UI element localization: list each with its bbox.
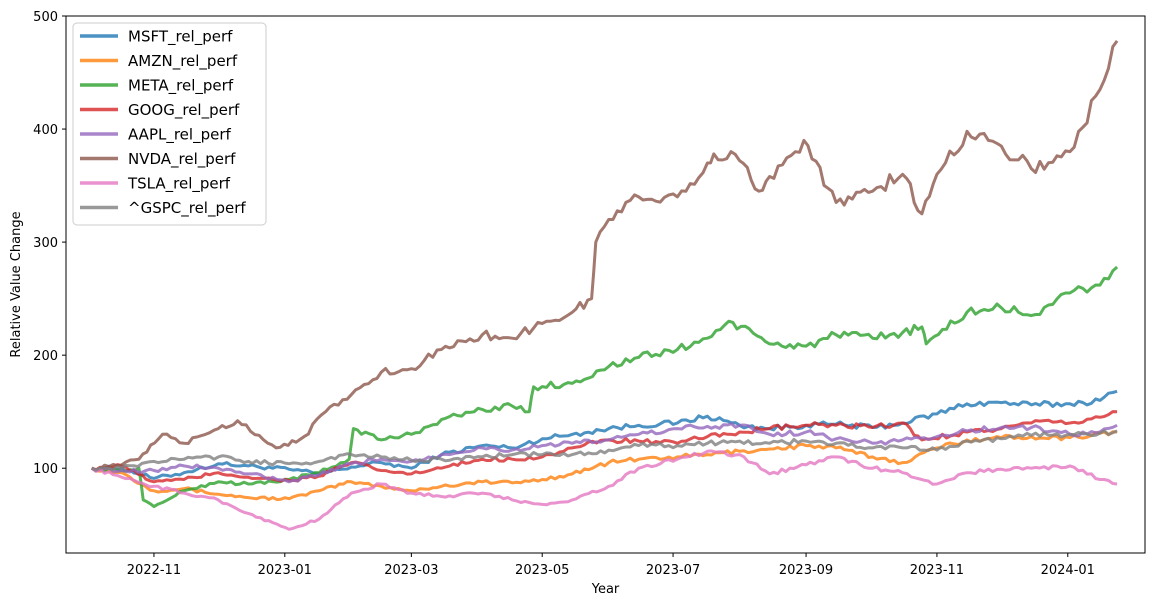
x-tick-label: 2023-07 xyxy=(646,563,700,578)
x-tick-label: 2023-11 xyxy=(910,563,964,578)
y-tick-label: 500 xyxy=(33,10,58,25)
series-line-msftrelperf xyxy=(91,389,1118,480)
legend-label: META_rel_perf xyxy=(128,77,234,96)
series-line-aaplrelperf xyxy=(90,422,1118,484)
x-tick-label: 2023-05 xyxy=(515,563,569,578)
series-line-gspcrelperf xyxy=(91,429,1118,472)
legend-label: TSLA_rel_perf xyxy=(127,175,231,194)
plot-frame xyxy=(65,15,1146,554)
legend-label: AAPL_rel_perf xyxy=(128,126,231,145)
legend-label: ^GSPC_rel_perf xyxy=(128,199,246,218)
axes: 2022-11 2023-01 2023-03 2023-05 2023-07 2023-… xyxy=(33,10,1146,578)
x-tick-label: 2023-03 xyxy=(384,563,438,578)
series-lines xyxy=(90,40,1119,531)
legend-box xyxy=(72,22,267,226)
series-line-nvdarelperf xyxy=(91,40,1119,472)
y-tick-label: 400 xyxy=(33,123,58,138)
x-tick-label: 2022-11 xyxy=(127,563,181,578)
y-tick-label: 100 xyxy=(33,462,58,477)
x-tick-label: 2023-09 xyxy=(779,563,833,578)
legend-label: AMZN_rel_perf xyxy=(128,52,238,71)
legend: MSFT_rel_perf AMZN_rel_perf META_rel_perf G… xyxy=(72,22,267,226)
legend-label: NVDA_rel_perf xyxy=(128,150,236,169)
legend-label: MSFT_rel_perf xyxy=(128,28,233,47)
series-line-metarelperf xyxy=(90,265,1119,509)
series-line-amznrelperf xyxy=(90,430,1118,502)
y-tick-label: 300 xyxy=(33,236,58,251)
series-line-googrelperf xyxy=(91,410,1118,484)
y-axis-label: Relative Value Change xyxy=(9,211,24,357)
y-tick-label: 200 xyxy=(33,349,58,364)
x-axis-label: Year xyxy=(591,582,620,597)
series-line-tslarelperf xyxy=(90,449,1118,531)
x-tick-label: 2024-01 xyxy=(1041,563,1095,578)
x-tick-label: 2023-01 xyxy=(258,563,312,578)
legend-label: GOOG_rel_perf xyxy=(128,101,240,120)
